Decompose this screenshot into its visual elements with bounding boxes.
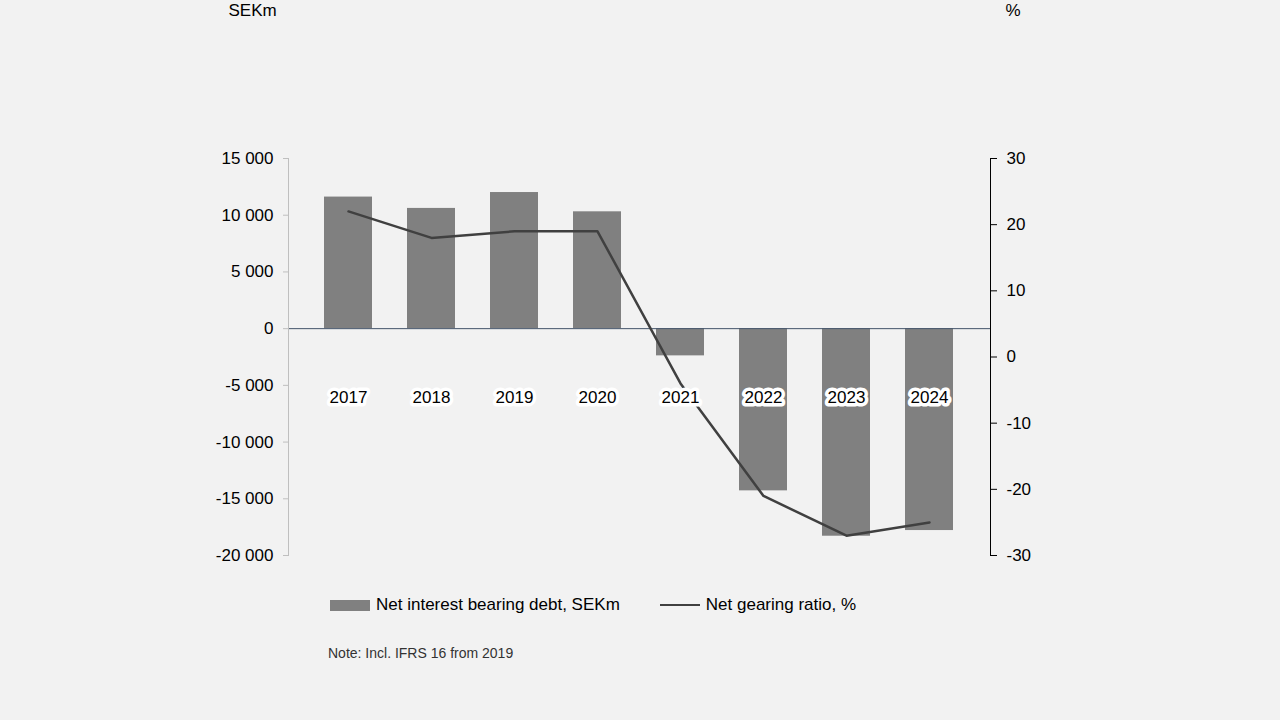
svg-text:2023: 2023 [828, 388, 866, 407]
svg-text:2020: 2020 [579, 388, 617, 407]
html-text:Net gearing ratio, %: Net gearing ratio, % [705, 595, 856, 614]
svg-text:-20 000: -20 000 [216, 546, 274, 565]
svg-text:-30: -30 [1007, 546, 1032, 565]
svg-text:5 000: 5 000 [231, 262, 274, 281]
svg-text:0: 0 [264, 319, 273, 338]
svg-text:2022: 2022 [745, 388, 783, 407]
svg-text:-15 000: -15 000 [216, 489, 274, 508]
svg-text:30: 30 [1007, 149, 1026, 168]
svg-text:2018: 2018 [413, 388, 451, 407]
svg-text:2021: 2021 [662, 388, 700, 407]
svg-text:0: 0 [1007, 347, 1016, 366]
svg-text:10: 10 [1007, 281, 1026, 300]
svg-text:-10: -10 [1007, 414, 1032, 433]
svg-text:-5 000: -5 000 [225, 376, 273, 395]
svg-text:%: % [1005, 1, 1020, 20]
svg-text:15 000: 15 000 [222, 149, 274, 168]
svg-text:2019: 2019 [496, 388, 534, 407]
svg-text:-20: -20 [1007, 480, 1032, 499]
html-text:Net interest bearing debt, SEK: Net interest bearing debt, SEKm [376, 595, 620, 614]
svg-text:2024: 2024 [911, 388, 949, 407]
svg-text:SEKm: SEKm [229, 1, 277, 20]
svg-text:20: 20 [1007, 215, 1026, 234]
svg-text:10 000: 10 000 [222, 206, 274, 225]
svg-text:-10 000: -10 000 [216, 433, 274, 452]
html-text:Note: Incl. IFRS 16 from 2019: Note: Incl. IFRS 16 from 2019 [328, 645, 514, 661]
svg-text:2017: 2017 [330, 388, 368, 407]
